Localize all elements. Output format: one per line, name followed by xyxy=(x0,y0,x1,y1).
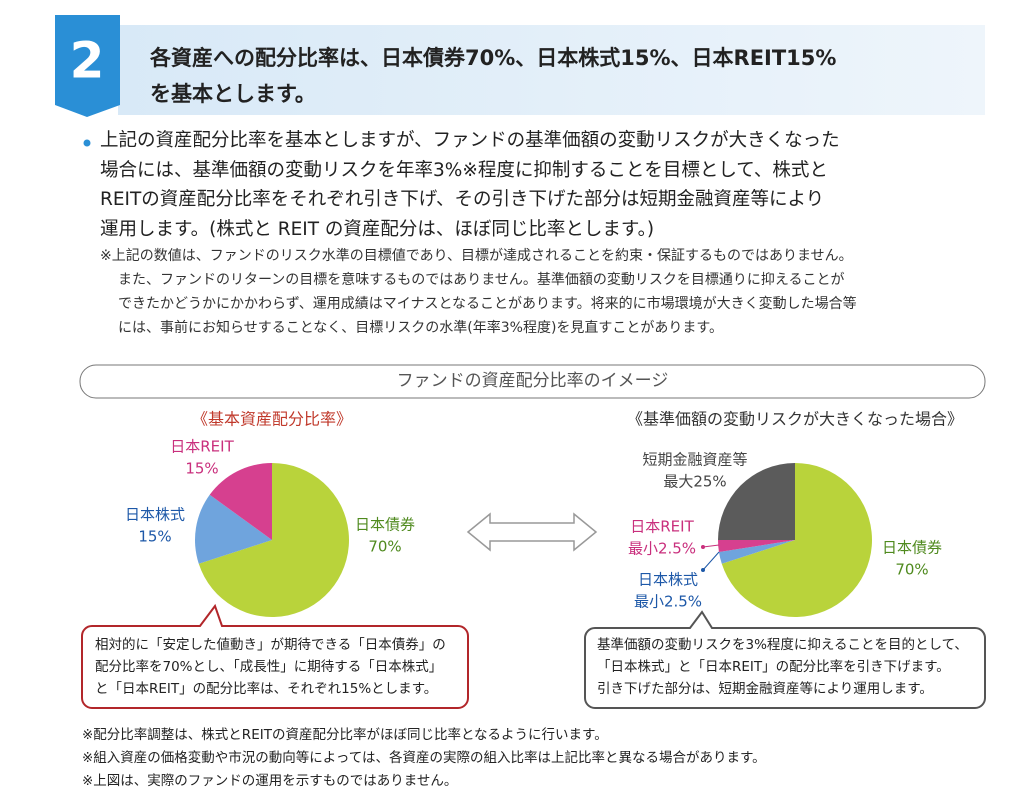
slice-value: 最大25% xyxy=(663,473,726,491)
slice-value: 最小2.5% xyxy=(628,540,696,558)
note-line: また、ファンドのリターンの目標を意味するものではありません。基準価額の変動リスク… xyxy=(118,272,845,288)
callout-line: 相対的に「安定した値動き」が期待できる「日本債券」の xyxy=(95,637,446,653)
title-bar xyxy=(118,25,985,115)
pie-slice xyxy=(718,540,795,564)
footnote-line: ※配分比率調整は、株式とREITの資産配分比率がほぼ同じ比率となるように行います… xyxy=(82,727,608,743)
pie-slice xyxy=(718,463,795,540)
slice-label: 日本株式 xyxy=(125,506,185,524)
callout-line: 基準価額の変動リスクを3%程度に抑えることを目的として、 xyxy=(597,637,968,653)
callout-line: 配分比率を70%とし、「成長性」に期待する「日本株式」 xyxy=(95,659,443,675)
section-title: ファンドの資産配分比率のイメージ xyxy=(396,371,669,391)
slice-label: 日本債券 xyxy=(882,539,942,557)
note-line: には、事前にお知らせすることなく、目標リスクの水準(年率3%程度)を見直すことが… xyxy=(118,320,724,336)
callout-line: 「日本株式」と「日本REIT」の配分比率を引き下げます。 xyxy=(597,659,950,675)
footnote-line: ※上図は、実際のファンドの運用を示すものではありません。 xyxy=(82,773,458,789)
callout-box xyxy=(81,603,469,709)
body-line: REITの資産配分比率をそれぞれ引き下げ、その引き下げた部分は短期金融資産等によ… xyxy=(100,189,825,210)
callout-line: 引き下げた部分は、短期金融資産等により運用します。 xyxy=(597,681,933,697)
section-box xyxy=(79,364,986,399)
body-line: 運用します。(株式と REIT の資産配分は、ほぼ同じ比率とします。) xyxy=(100,218,655,240)
note-line: できたかどうかにかかわらず、運用成績はマイナスとなることがあります。将来的に市場… xyxy=(118,296,857,312)
slice-label: 日本株式 xyxy=(638,571,698,589)
callout-box xyxy=(584,610,986,709)
pie-slice xyxy=(198,463,349,618)
chart-title: 《基本資産配分比率》 xyxy=(192,410,352,429)
heading-line: 各資産への配分比率は、日本債券70%、日本株式15%、日本REIT15% xyxy=(150,46,837,70)
slice-value: 70% xyxy=(368,538,401,556)
double-arrow xyxy=(466,512,598,552)
pie-slice xyxy=(195,494,272,564)
slice-value: 70% xyxy=(895,561,928,579)
pie-slice xyxy=(209,463,272,540)
number-badge xyxy=(55,15,120,117)
leader-line xyxy=(702,551,720,571)
slice-label: 日本REIT xyxy=(170,438,234,456)
slice-value: 最小2.5% xyxy=(634,593,702,611)
slice-value: 15% xyxy=(138,528,171,546)
slice-label: 短期金融資産等 xyxy=(642,451,747,469)
chart-title: 《基準価額の変動リスクが大きくなった場合》 xyxy=(627,410,963,429)
footnote-line: ※組入資産の価格変動や市況の動向等によっては、各資産の実際の組入比率は上記比率と… xyxy=(82,750,766,766)
heading-line: を基本とします。 xyxy=(150,82,316,106)
note-line: ※上記の数値は、ファンドのリスク水準の目標値であり、目標が達成されることを約束・… xyxy=(100,248,853,264)
pie-slice xyxy=(721,463,873,617)
footnotes: ※配分比率調整は、株式とREITの資産配分比率がほぼ同じ比率となるように行います… xyxy=(82,724,766,793)
slice-label: 日本債券 xyxy=(355,516,415,534)
callout-text: 相対的に「安定した値動き」が期待できる「日本債券」の 配分比率を70%とし、「成長… xyxy=(95,634,446,700)
callout-line: と「日本REIT」の配分比率は、それぞれ15%とします。 xyxy=(95,681,438,697)
bullet xyxy=(83,139,91,147)
slice-value: 15% xyxy=(185,460,218,478)
heading: 各資産への配分比率は、日本債券70%、日本株式15%、日本REIT15% を基本と… xyxy=(150,40,836,112)
callout-text: 基準価額の変動リスクを3%程度に抑えることを目的として、 「日本株式」と「日本RE… xyxy=(597,634,968,700)
body-text: 上記の資産配分比率を基本としますが、ファンドの基準価額の変動リスクが大きくなった… xyxy=(100,126,840,244)
body-line: 場合には、基準価額の変動リスクを年率3%※程度に抑制することを目標として、株式と xyxy=(100,159,828,181)
pie-slice xyxy=(718,540,795,553)
slice-label: 日本REIT xyxy=(630,518,694,536)
body-line: 上記の資産配分比率を基本としますが、ファンドの基準価額の変動リスクが大きくなった xyxy=(100,130,840,151)
section-number: 2 xyxy=(70,32,105,90)
leader-line xyxy=(702,544,720,548)
note: ※上記の数値は、ファンドのリスク水準の目標値であり、目標が達成されることを約束・… xyxy=(100,244,857,340)
